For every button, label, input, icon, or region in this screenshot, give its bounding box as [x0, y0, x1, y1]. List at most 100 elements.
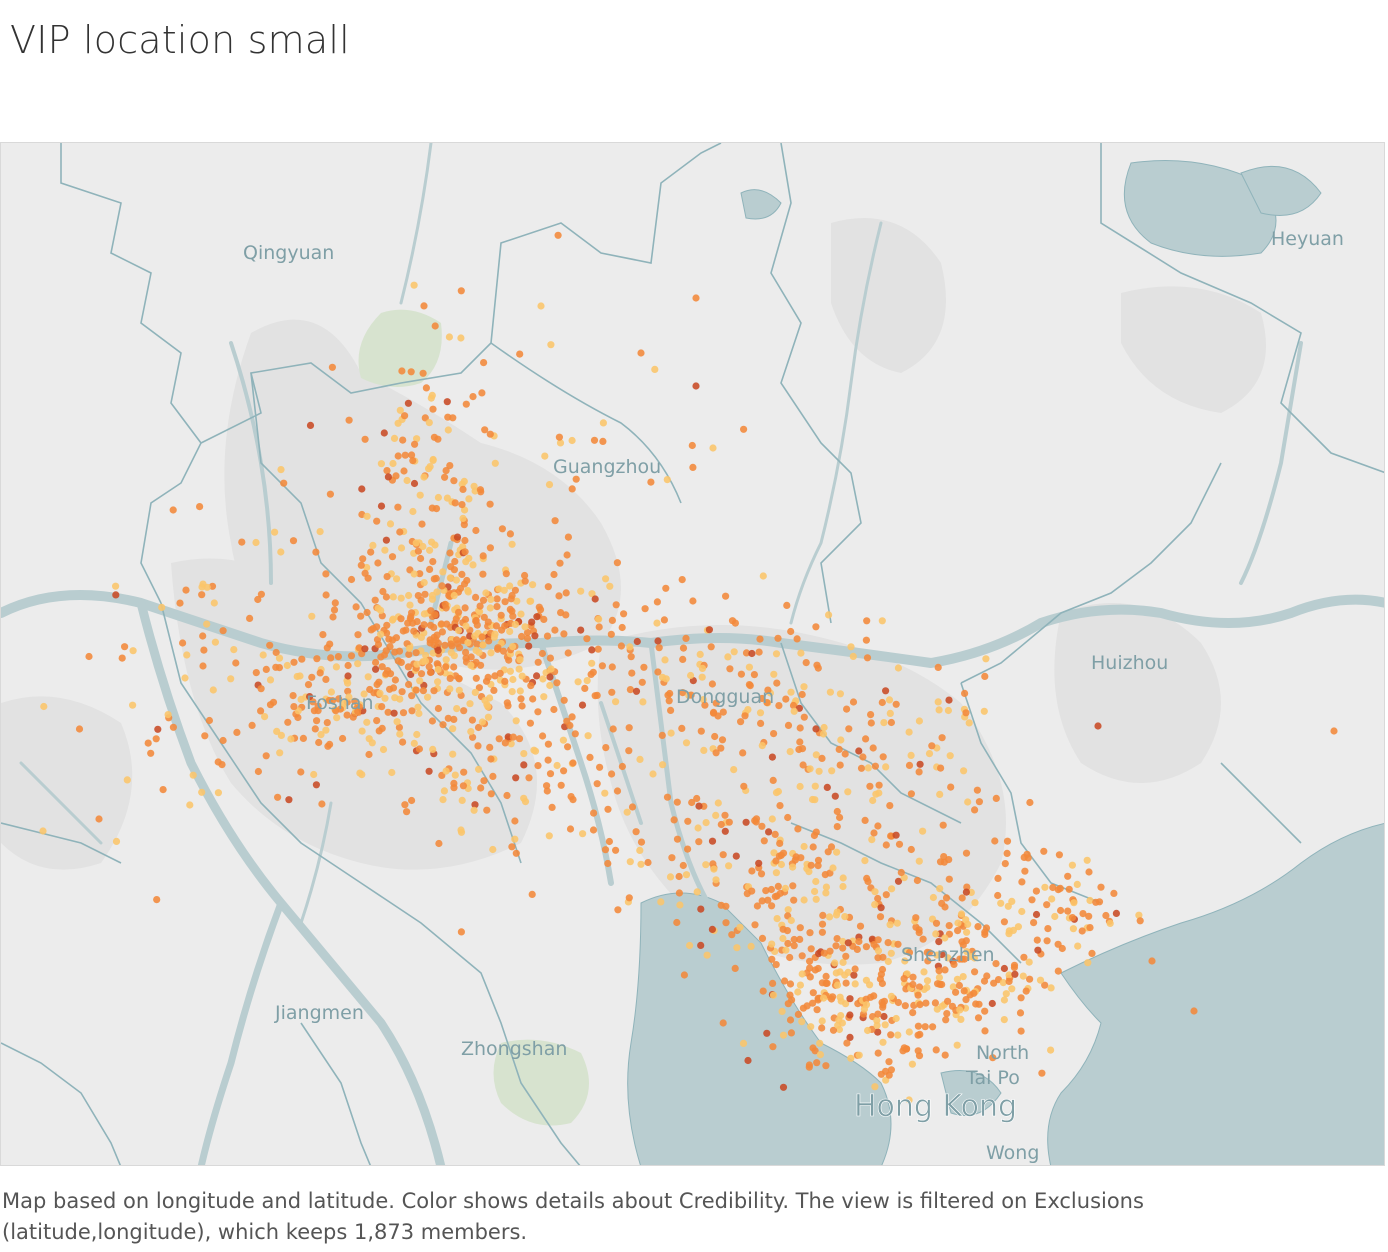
member-point[interactable]	[467, 728, 475, 736]
member-point[interactable]	[814, 862, 822, 870]
member-point[interactable]	[528, 618, 536, 626]
member-point[interactable]	[798, 952, 806, 960]
member-point[interactable]	[480, 359, 488, 367]
member-point[interactable]	[990, 979, 998, 987]
member-point[interactable]	[929, 1023, 937, 1031]
member-point[interactable]	[814, 996, 822, 1004]
member-point[interactable]	[409, 507, 417, 516]
member-point[interactable]	[266, 641, 274, 649]
member-point[interactable]	[410, 739, 418, 748]
member-point[interactable]	[460, 580, 469, 588]
member-point[interactable]	[614, 906, 622, 914]
member-point[interactable]	[790, 707, 798, 715]
member-point[interactable]	[1047, 984, 1055, 992]
member-point[interactable]	[405, 591, 413, 600]
member-point[interactable]	[466, 632, 474, 640]
member-point[interactable]	[461, 548, 469, 556]
member-point[interactable]	[425, 663, 433, 671]
member-point[interactable]	[164, 711, 172, 719]
member-point[interactable]	[512, 849, 520, 857]
member-point[interactable]	[501, 598, 509, 606]
member-point[interactable]	[457, 287, 465, 295]
map-view[interactable]: Qingyuan Heyuan Guangzhou Huizhou Foshan…	[0, 142, 1385, 1166]
member-point[interactable]	[434, 493, 442, 502]
member-point[interactable]	[1022, 987, 1030, 995]
member-point[interactable]	[618, 762, 627, 771]
member-point[interactable]	[769, 1043, 777, 1051]
member-point[interactable]	[563, 551, 571, 559]
member-point[interactable]	[960, 767, 968, 775]
member-point[interactable]	[501, 677, 509, 686]
member-point[interactable]	[872, 790, 880, 798]
member-point[interactable]	[355, 644, 363, 652]
member-point[interactable]	[557, 781, 565, 789]
member-point[interactable]	[154, 725, 162, 733]
member-point[interactable]	[516, 350, 524, 358]
member-point[interactable]	[783, 601, 791, 609]
member-point[interactable]	[687, 691, 695, 699]
member-point[interactable]	[412, 649, 420, 657]
member-point[interactable]	[826, 688, 835, 696]
member-point[interactable]	[944, 706, 953, 715]
member-point[interactable]	[975, 798, 984, 806]
member-point[interactable]	[434, 678, 442, 686]
member-point[interactable]	[344, 672, 352, 680]
member-point[interactable]	[462, 400, 470, 408]
member-point[interactable]	[442, 767, 450, 775]
member-point[interactable]	[849, 652, 857, 660]
member-point[interactable]	[905, 728, 913, 736]
member-point[interactable]	[954, 927, 962, 935]
member-point[interactable]	[602, 744, 610, 752]
member-point[interactable]	[248, 721, 256, 730]
member-point[interactable]	[795, 704, 804, 712]
member-point[interactable]	[959, 973, 967, 981]
member-point[interactable]	[534, 762, 542, 770]
member-point[interactable]	[478, 389, 486, 397]
member-point[interactable]	[892, 1014, 900, 1023]
member-point[interactable]	[789, 701, 798, 710]
member-point[interactable]	[458, 501, 466, 509]
member-point[interactable]	[880, 1012, 888, 1021]
member-point[interactable]	[468, 716, 476, 724]
member-point[interactable]	[199, 662, 207, 670]
member-point[interactable]	[617, 642, 626, 650]
member-point[interactable]	[757, 719, 765, 728]
member-point[interactable]	[308, 612, 316, 620]
member-point[interactable]	[252, 538, 260, 547]
member-point[interactable]	[389, 459, 397, 468]
member-point[interactable]	[975, 1000, 983, 1008]
member-point[interactable]	[721, 827, 729, 835]
member-point[interactable]	[400, 467, 408, 475]
member-point[interactable]	[882, 841, 890, 849]
member-point[interactable]	[365, 750, 373, 759]
member-point[interactable]	[394, 657, 402, 665]
member-point[interactable]	[312, 548, 320, 556]
member-point[interactable]	[771, 830, 779, 839]
member-point[interactable]	[266, 701, 275, 709]
member-point[interactable]	[942, 894, 951, 902]
member-point[interactable]	[508, 843, 516, 851]
member-point[interactable]	[784, 1000, 792, 1008]
member-point[interactable]	[509, 612, 517, 620]
member-point[interactable]	[932, 1046, 940, 1054]
member-point[interactable]	[382, 593, 390, 601]
member-point[interactable]	[844, 968, 852, 977]
member-point[interactable]	[964, 798, 972, 806]
member-point[interactable]	[855, 1051, 863, 1059]
member-point[interactable]	[512, 774, 520, 782]
member-point[interactable]	[327, 688, 335, 696]
member-point[interactable]	[887, 1031, 895, 1039]
member-point[interactable]	[814, 964, 822, 973]
member-point[interactable]	[594, 645, 602, 653]
member-point[interactable]	[472, 674, 480, 682]
member-point[interactable]	[935, 938, 943, 946]
member-point[interactable]	[560, 696, 568, 704]
member-point[interactable]	[1056, 884, 1064, 893]
member-point[interactable]	[787, 627, 795, 636]
member-point[interactable]	[478, 718, 486, 726]
member-point[interactable]	[1018, 878, 1026, 886]
member-point[interactable]	[425, 465, 433, 473]
member-point[interactable]	[782, 695, 790, 703]
member-point[interactable]	[1112, 909, 1120, 918]
member-point[interactable]	[1034, 946, 1042, 954]
